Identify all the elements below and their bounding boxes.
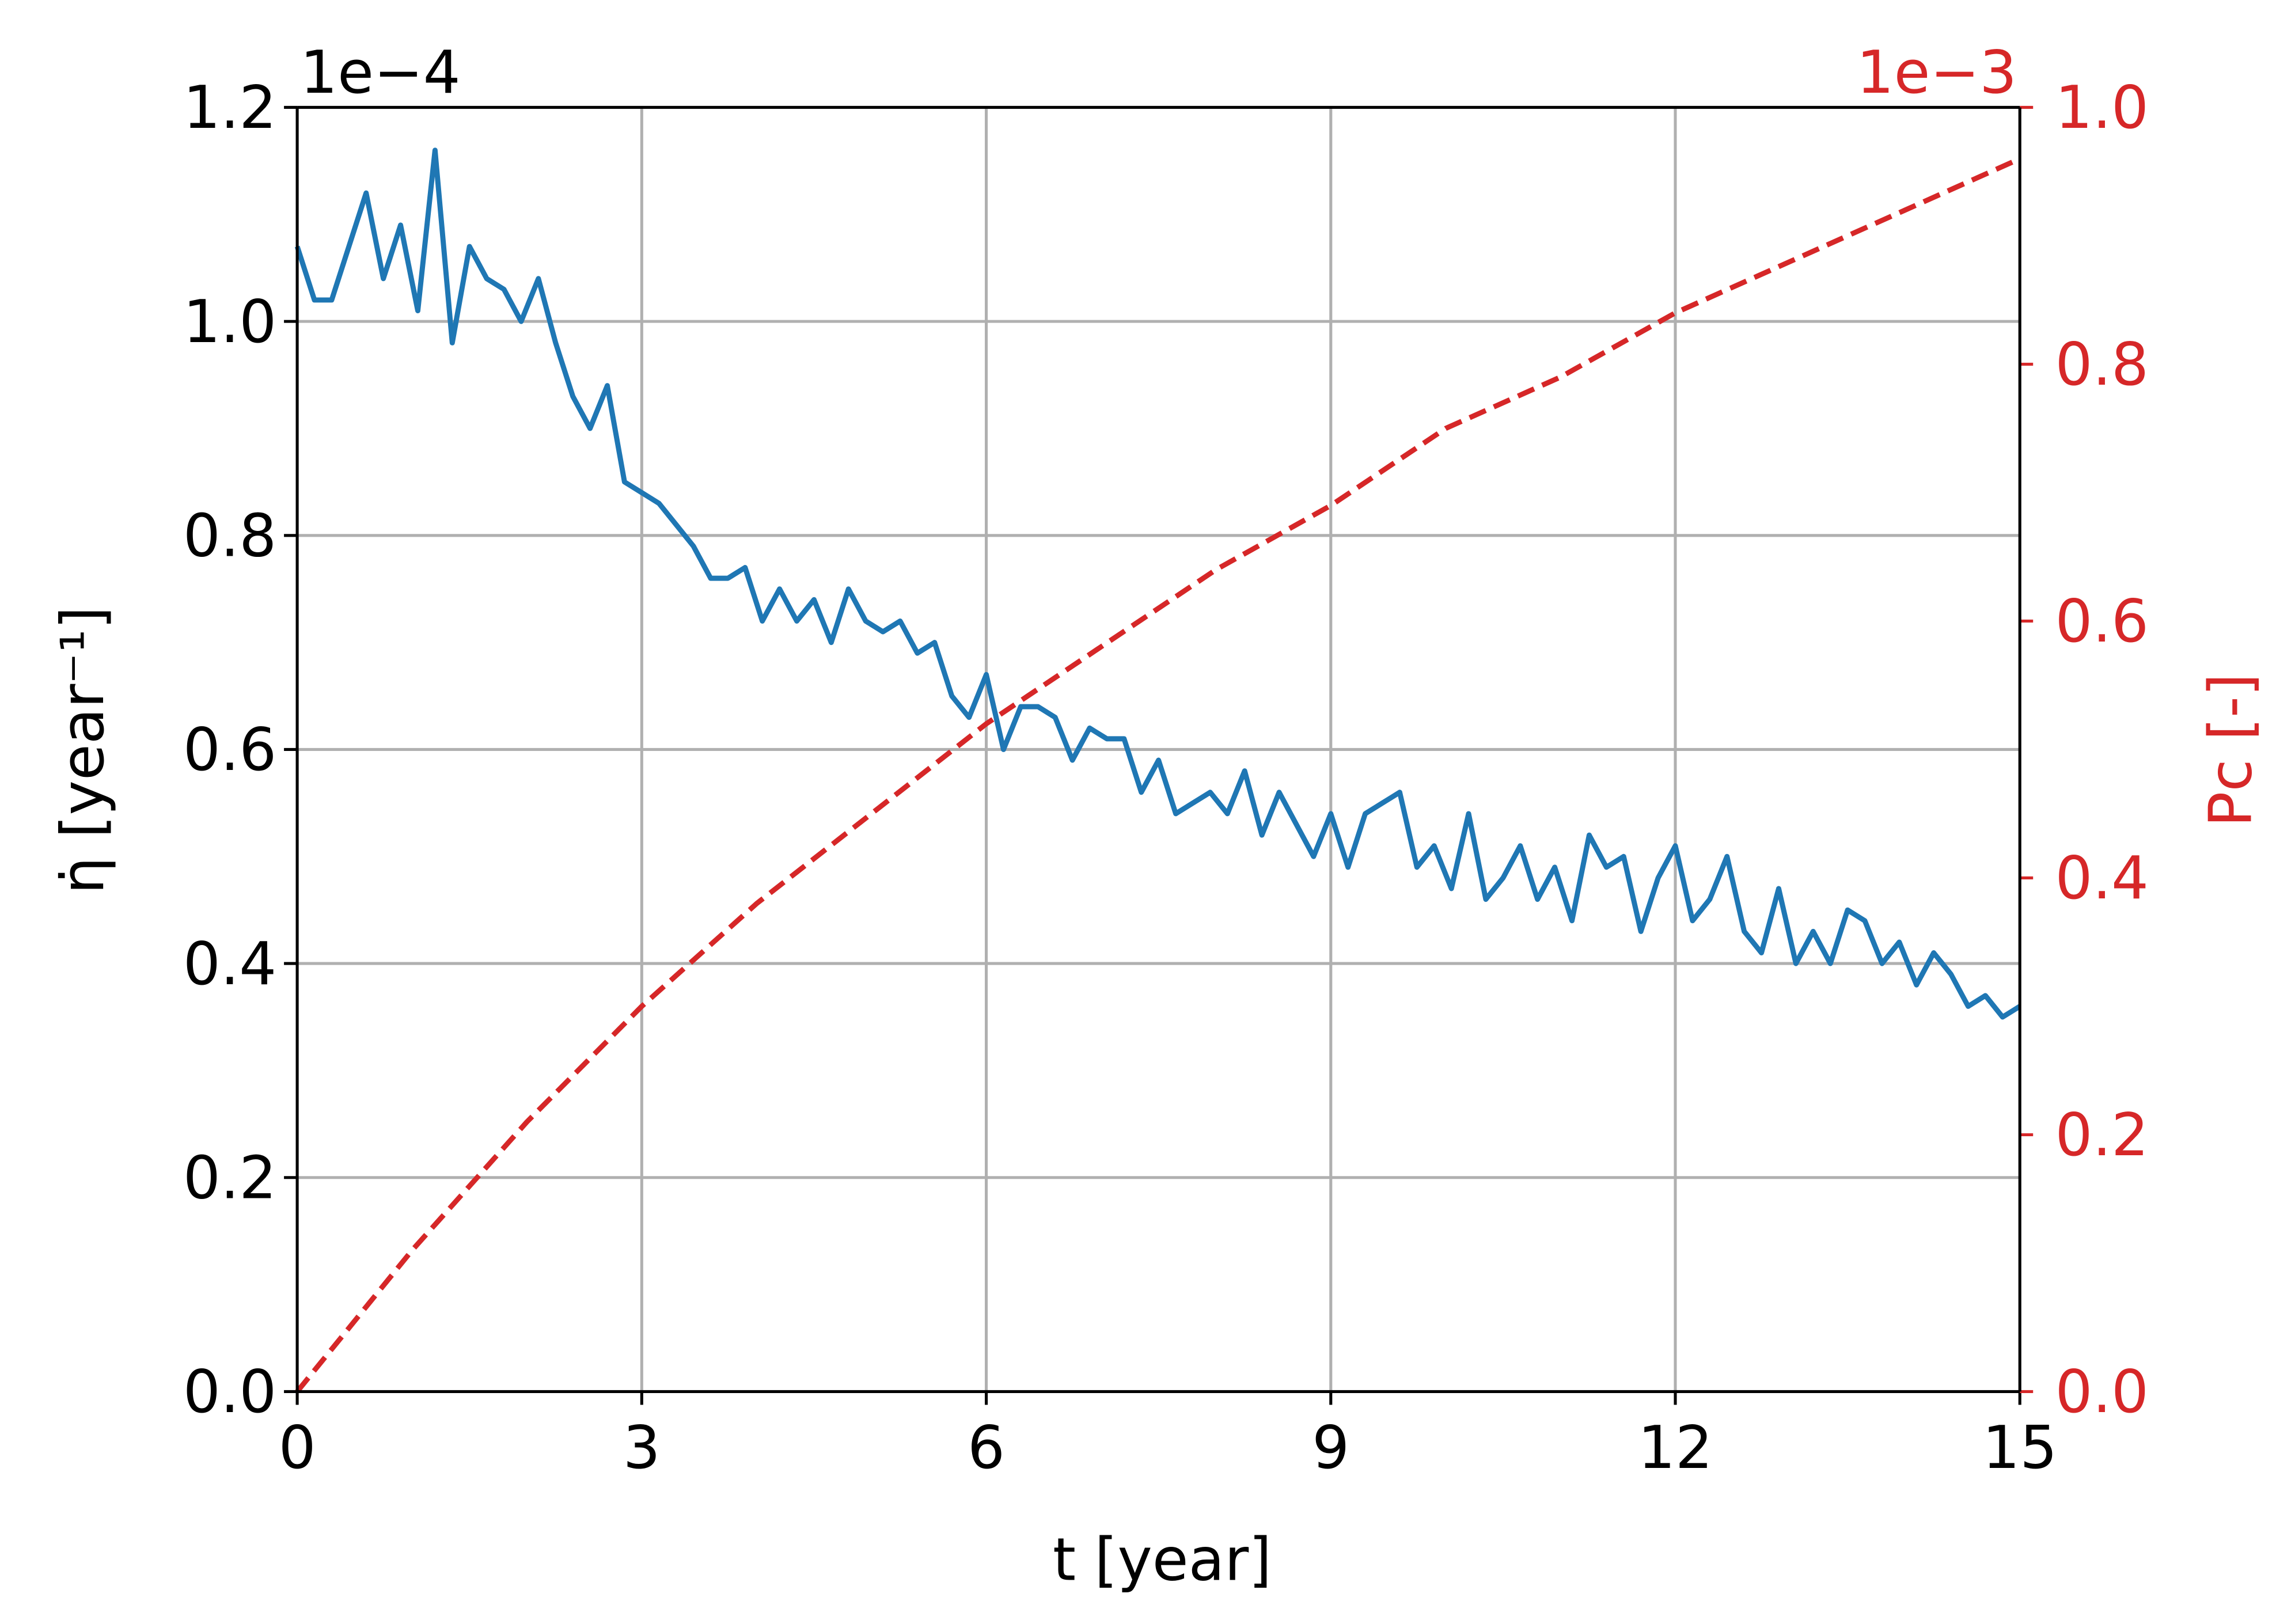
y2-tick-label: 0.8: [2055, 331, 2149, 399]
y-tick-label: 1.2: [183, 74, 276, 142]
y-tick-label: 0.6: [183, 716, 276, 784]
y-offset-label: 1e−4: [300, 39, 460, 107]
y-tick-label: 1.0: [183, 288, 276, 356]
x-tick-label: 3: [623, 1414, 661, 1482]
y-tick-label: 0.2: [183, 1144, 276, 1213]
y2-tick-label: 0.0: [2055, 1358, 2149, 1426]
y2-tick-label: 0.6: [2055, 587, 2149, 656]
y2-tick-label: 0.2: [2055, 1101, 2149, 1170]
x-tick-label: 6: [968, 1414, 1005, 1482]
y2-axis-label: Pc [-]: [2197, 673, 2265, 827]
data-line: [294, 147, 2021, 1020]
x-tick-label: 15: [1982, 1414, 2057, 1482]
x-tick-label: 9: [1312, 1414, 1349, 1482]
y-tick-label: 0.0: [183, 1358, 276, 1426]
x-axis-label: t [year]: [1053, 1526, 1272, 1594]
y-tick-label: 0.4: [183, 930, 276, 999]
y2-offset-label: 1e−3: [1857, 39, 2017, 107]
y2-tick-label: 1.0: [2055, 74, 2149, 142]
x-tick-label: 0: [279, 1414, 316, 1482]
y2-tick-label: 0.4: [2055, 844, 2149, 913]
x-tick-label: 12: [1638, 1414, 1713, 1482]
y-axis-label: η̇ [year⁻¹]: [49, 606, 117, 894]
data-line: [295, 156, 2021, 1394]
y-tick-label: 0.8: [183, 502, 276, 571]
